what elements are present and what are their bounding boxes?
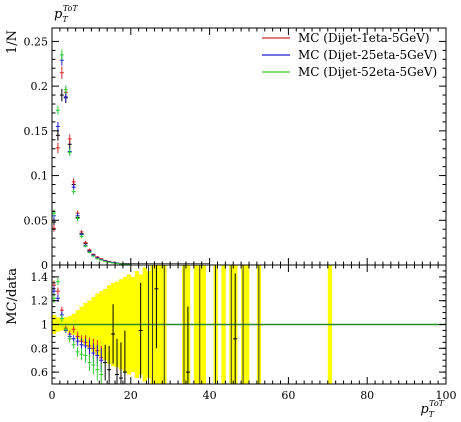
main-y-tick-label: 0 xyxy=(41,259,48,272)
main-y-axis-title: 1/N xyxy=(5,30,20,54)
x-tick-label: 40 xyxy=(203,389,217,402)
ratio-y-tick-label: 0.6 xyxy=(31,366,49,379)
main-plot-frame xyxy=(51,27,447,266)
ratio-y-axis-title: MC/data xyxy=(5,268,20,325)
legend-label-1: MC (Dijet-1eta-5GeV) xyxy=(298,31,430,45)
x-tick-label: 60 xyxy=(281,389,295,402)
x-axis-title: pTToT xyxy=(420,399,444,419)
x-tick-label: 20 xyxy=(124,389,138,402)
legend-label-3: MC (Dijet-52eta-5GeV) xyxy=(298,65,437,79)
main-y-tick-label: 0.2 xyxy=(31,80,49,93)
legend-label-2: MC (Dijet-25eta-5GeV) xyxy=(298,48,437,62)
main-y-tick-label: 0.05 xyxy=(24,214,49,227)
main-top-label: pTToT xyxy=(54,4,78,24)
main-y-tick-label: 0.1 xyxy=(31,170,49,183)
x-tick-label: 0 xyxy=(49,389,56,402)
main-y-tick-label: 0.15 xyxy=(24,125,49,138)
ratio-y-tick-label: 1.4 xyxy=(31,271,49,284)
ratio-y-tick-label: 1 xyxy=(41,319,48,332)
ratio-y-tick-label: 1.2 xyxy=(31,295,49,308)
x-tick-label: 100 xyxy=(436,389,457,402)
main-y-tick-label: 0.25 xyxy=(24,35,49,48)
ratio-y-tick-label: 0.8 xyxy=(31,342,49,355)
x-tick-label: 80 xyxy=(360,389,374,402)
